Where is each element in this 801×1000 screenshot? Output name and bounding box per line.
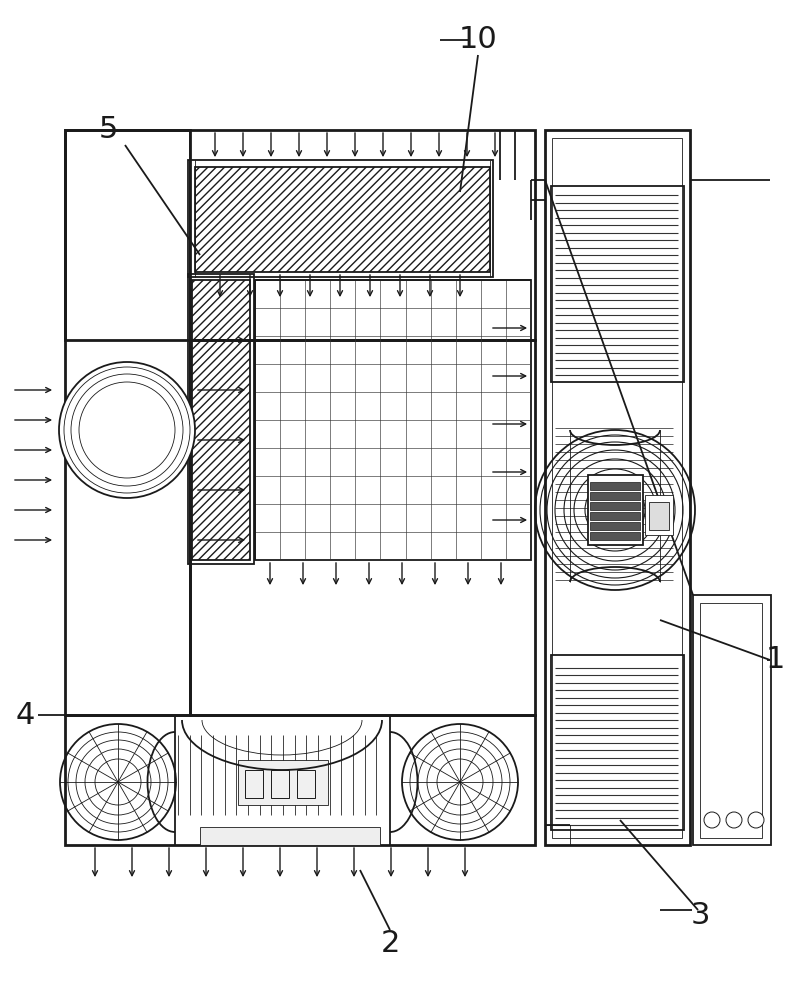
Bar xyxy=(645,495,673,535)
Bar xyxy=(188,274,254,564)
Bar xyxy=(190,340,535,715)
Bar xyxy=(590,502,640,510)
Bar xyxy=(590,532,640,540)
Text: 3: 3 xyxy=(690,900,710,930)
Bar xyxy=(65,130,535,340)
Bar xyxy=(693,595,771,845)
Bar xyxy=(545,130,690,845)
Bar xyxy=(700,603,762,838)
Text: 4: 4 xyxy=(15,700,34,730)
Bar xyxy=(297,770,315,798)
Text: 2: 2 xyxy=(380,928,400,958)
Bar xyxy=(245,770,263,798)
Bar xyxy=(238,760,328,805)
Circle shape xyxy=(704,812,720,828)
Text: 5: 5 xyxy=(99,115,118,144)
Text: 10: 10 xyxy=(459,25,497,54)
Bar xyxy=(590,492,640,500)
Bar xyxy=(200,827,380,845)
Bar xyxy=(649,502,669,530)
Bar xyxy=(195,167,490,272)
Bar xyxy=(590,482,640,490)
Bar xyxy=(590,522,640,530)
Bar xyxy=(545,825,570,845)
Bar xyxy=(188,160,493,277)
Bar xyxy=(590,512,640,520)
Bar xyxy=(271,770,289,798)
Bar xyxy=(65,130,190,715)
Circle shape xyxy=(726,812,742,828)
Bar xyxy=(552,138,682,838)
Bar xyxy=(551,655,684,830)
Circle shape xyxy=(748,812,764,828)
Bar xyxy=(192,280,250,560)
Bar xyxy=(588,475,643,545)
Circle shape xyxy=(59,362,195,498)
Bar xyxy=(65,715,535,845)
Bar xyxy=(551,186,684,382)
Bar xyxy=(255,280,531,560)
Text: 1: 1 xyxy=(765,646,785,674)
